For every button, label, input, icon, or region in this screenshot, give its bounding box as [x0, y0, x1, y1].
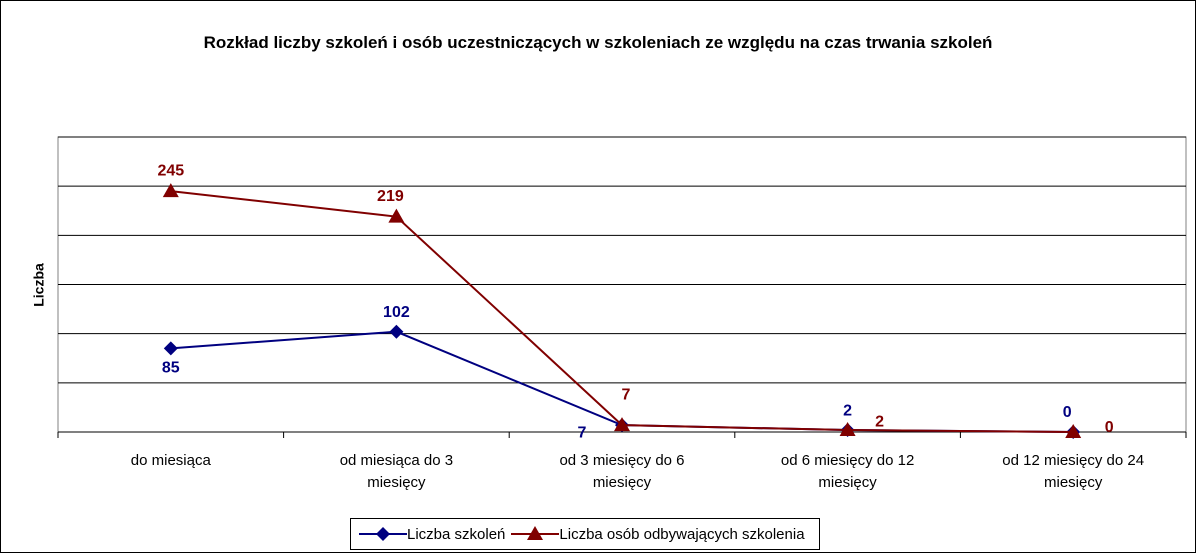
x-tick-label: od 12 miesięcy do 24 miesięcy	[1002, 452, 1145, 491]
marker	[389, 324, 404, 339]
legend-label: Liczba osób odbywających szkolenia	[559, 525, 805, 543]
data-label: 7	[622, 386, 631, 403]
legend-marker	[527, 526, 544, 540]
legend-label: Liczba szkoleń	[407, 525, 506, 543]
data-label: 2	[843, 402, 852, 419]
data-label: 0	[1063, 404, 1072, 421]
data-label: 0	[1105, 419, 1114, 436]
data-label: 219	[377, 188, 404, 205]
legend-swatch	[359, 527, 407, 541]
marker	[162, 183, 179, 198]
legend: Liczba szkoleń Liczba osób odbywających s…	[350, 518, 820, 550]
legend-marker	[376, 527, 390, 541]
y-axis-label: Liczba	[31, 263, 47, 307]
marker	[1065, 424, 1082, 438]
x-tick-label: od 6 miesięcy do 12 miesięcy	[780, 452, 915, 491]
chart-title: Rozkład liczby szkoleń i osób uczestnicz…	[203, 33, 993, 52]
x-tick-label: od miesiąca do 3 miesięcy	[339, 452, 454, 491]
marker	[614, 417, 630, 432]
data-label: 245	[157, 162, 184, 179]
data-label: 2	[875, 413, 884, 430]
data-label: 7	[578, 424, 587, 441]
marker	[839, 422, 856, 437]
marker	[163, 341, 178, 356]
data-label: 102	[383, 304, 410, 321]
x-tick-label: do miesiąca	[130, 452, 211, 469]
legend-swatch	[511, 526, 560, 540]
marker	[388, 208, 405, 223]
x-tick-label: od 3 miesięcy do 6 miesięcy	[559, 452, 685, 491]
data-label: 85	[162, 360, 180, 377]
legend-item: Liczba szkoleń	[359, 525, 505, 543]
legend-item: Liczba osób odbywających szkolenia	[511, 525, 805, 543]
